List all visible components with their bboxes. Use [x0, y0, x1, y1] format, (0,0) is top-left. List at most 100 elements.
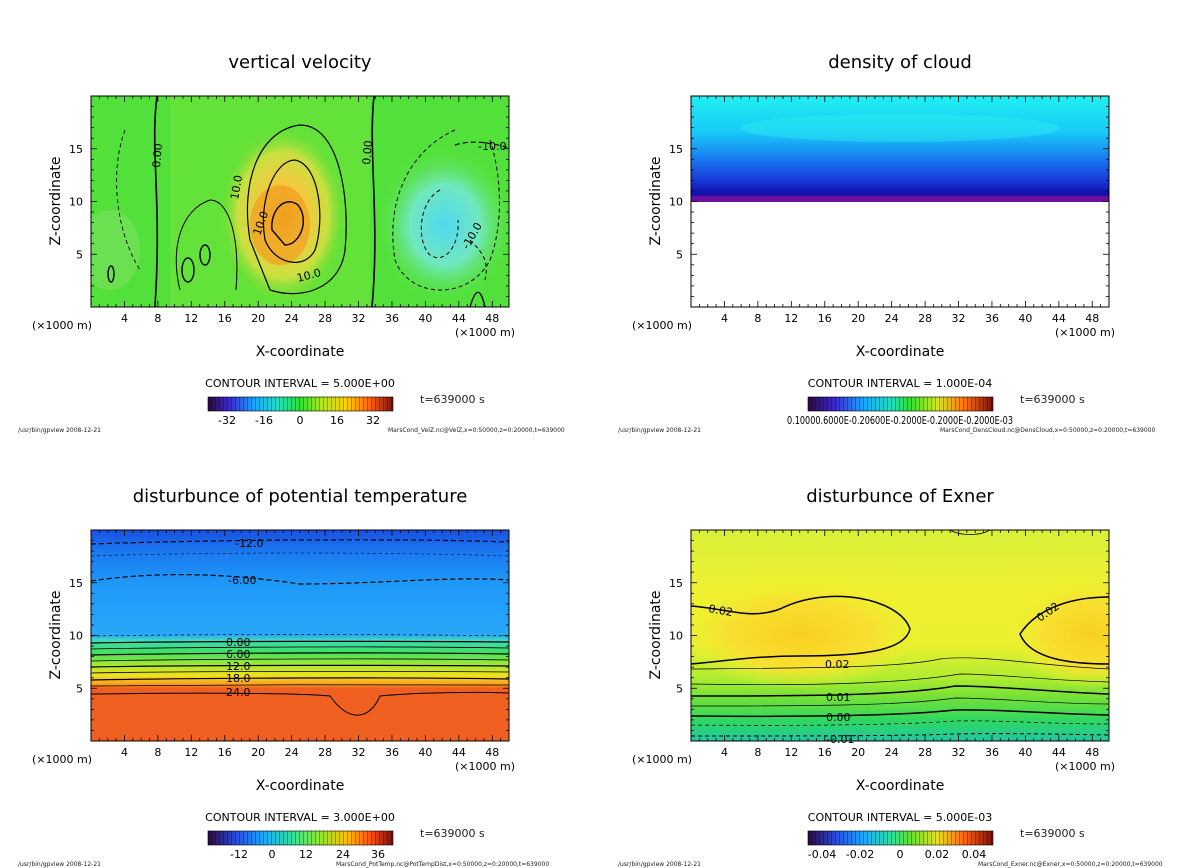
colorbar: -12 0 12 24 36 [207, 830, 394, 861]
contour-interval: CONTOUR INTERVAL = 5.000E-03 [808, 811, 992, 824]
plot-field [91, 530, 509, 741]
footer-left: /usr/bin/gpview 2008-12-21 [618, 427, 701, 434]
x-tick-label: 4 [121, 312, 128, 325]
chart-title: disturbunce of potential temperature [133, 486, 468, 507]
y-axis-label: Z-coordinate [48, 590, 64, 679]
contour-label: -6.00 [228, 574, 256, 587]
y-tick-label: 15 [669, 577, 683, 590]
x-tick-label: 24 [285, 746, 299, 759]
exner-svg: disturbunce of Exner 0.02 0.02 0.02 0.01… [618, 486, 1163, 868]
footer-right: MarsCond_VelZ.nc@VelZ,x=0:50000,z=0:2000… [388, 427, 565, 434]
footer-left: /usr/bin/gpview 2008-12-21 [618, 861, 701, 868]
y-axis-label: Z-coordinate [648, 590, 664, 679]
x-tick-label: 4 [721, 746, 728, 759]
contour-interval: CONTOUR INTERVAL = 3.000E+00 [205, 811, 395, 824]
x-tick-label: 12 [184, 312, 198, 325]
x-tick-label: 44 [1052, 312, 1066, 325]
x-unit-left: (×1000 m) [32, 319, 92, 332]
plot-field [91, 96, 509, 307]
x-tick-label: 16 [818, 746, 832, 759]
contour-label: 0.02 [825, 658, 850, 671]
y-tick-label: 5 [676, 248, 683, 261]
plot-field [691, 530, 1109, 741]
x-unit-right: (×1000 m) [1055, 326, 1115, 339]
footer-left: /usr/bin/gpview 2008-12-21 [18, 427, 101, 434]
x-tick-label: 8 [754, 312, 761, 325]
panel-exner: disturbunce of Exner 0.02 0.02 0.02 0.01… [600, 434, 1200, 868]
y-axis-label: Z-coordinate [648, 156, 664, 245]
x-tick-label: 28 [918, 746, 932, 759]
x-tick-label: 36 [985, 746, 999, 759]
x-tick-label: 24 [285, 312, 299, 325]
contour-label: 12.0 [226, 660, 251, 673]
x-unit-right: (×1000 m) [455, 326, 515, 339]
panel-density-of-cloud: density of cloud 4 8 12 16 20 24 28 32 36 40 44 48 5… [600, 0, 1200, 434]
x-tick-label: 40 [418, 746, 432, 759]
chart-title: vertical velocity [228, 52, 372, 73]
footer-right: MarsCond_DensCloud.nc@DensCloud,x=0:5000… [940, 427, 1155, 434]
y-tick-label: 5 [76, 682, 83, 695]
y-tick-label: 10 [69, 630, 83, 643]
contour-label: 24.0 [226, 686, 251, 699]
contour-label: -12.0 [235, 537, 263, 550]
x-unit-left: (×1000 m) [632, 753, 692, 766]
colorbar-label: -32 [218, 414, 236, 427]
colorbar-label: 0 [897, 848, 904, 861]
potential-temperature-svg: disturbunce of potential temperature -12… [18, 486, 549, 868]
x-tick-label: 36 [385, 312, 399, 325]
contour-label: 6.00 [226, 648, 251, 661]
x-tick-label: 28 [318, 312, 332, 325]
colorbar-label: 16 [330, 414, 344, 427]
x-tick-label: 36 [385, 746, 399, 759]
contour-label: 0.00 [826, 711, 851, 724]
x-axis-label: X-coordinate [256, 344, 345, 360]
colorbar-label: 0 [297, 414, 304, 427]
colorbar-label: -0.02 [846, 848, 874, 861]
colorbar: -32 -16 0 16 32 [207, 396, 394, 427]
x-tick-label: 12 [184, 746, 198, 759]
x-tick-label: 32 [952, 312, 966, 325]
x-tick-label: 40 [1018, 746, 1032, 759]
contour-interval: CONTOUR INTERVAL = 5.000E+00 [205, 377, 395, 390]
x-tick-label: 48 [1085, 746, 1099, 759]
contour-label: 10.0 [228, 174, 245, 200]
x-tick-label: 24 [885, 746, 899, 759]
colorbar-label: 24 [336, 848, 350, 861]
x-tick-label: 48 [1085, 312, 1099, 325]
x-tick-label: 20 [851, 312, 865, 325]
x-tick-label: 28 [318, 746, 332, 759]
colorbar-label: 0.10000.6000E-0.20600E-0.2000E-0.2000E-0… [787, 414, 1013, 427]
time-label: t=639000 s [1020, 827, 1085, 840]
colorbar-label: 32 [366, 414, 380, 427]
x-tick-label: 16 [218, 746, 232, 759]
x-tick-label: 40 [418, 312, 432, 325]
x-tick-label: 32 [352, 746, 366, 759]
colorbar-label: 12 [299, 848, 313, 861]
x-tick-label: 20 [251, 312, 265, 325]
contour-label: 0.00 [226, 636, 251, 649]
x-tick-label: 12 [784, 312, 798, 325]
x-tick-label: 4 [121, 746, 128, 759]
contour-label: 0.02 [707, 602, 733, 619]
y-tick-label: 10 [669, 630, 683, 643]
colorbar-label: 0 [269, 848, 276, 861]
contour-label: 0.00 [360, 140, 375, 166]
x-tick-label: 48 [485, 312, 499, 325]
x-tick-label: 20 [851, 746, 865, 759]
y-tick-label: 15 [69, 143, 83, 156]
colorbar: -0.04 -0.02 0 0.02 0.04 [807, 830, 994, 861]
colorbar-label: -12 [230, 848, 248, 861]
time-label: t=639000 s [420, 827, 485, 840]
y-axis-label: Z-coordinate [48, 156, 64, 245]
vertical-velocity-svg: vertical velocity 10.0 0.00 10.0 0.00 10… [18, 52, 565, 434]
x-tick-label: 16 [218, 312, 232, 325]
y-tick-label: 15 [669, 143, 683, 156]
colorbar-label: 0.04 [962, 848, 987, 861]
x-tick-label: 44 [452, 746, 466, 759]
x-tick-label: 40 [1018, 312, 1032, 325]
x-unit-right: (×1000 m) [455, 760, 515, 773]
y-tick-label: 15 [69, 577, 83, 590]
